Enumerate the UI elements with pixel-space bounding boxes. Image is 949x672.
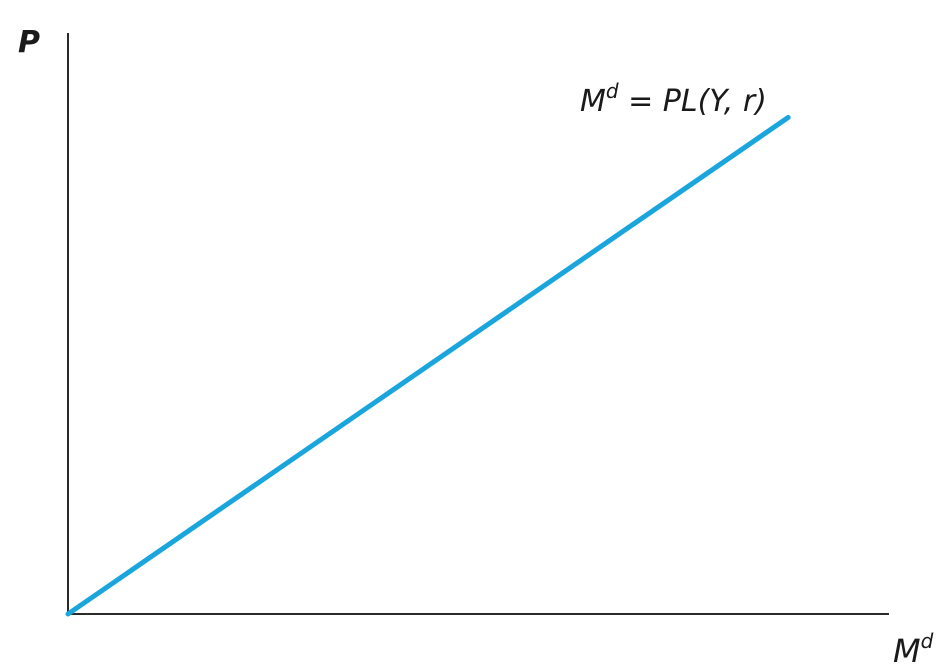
curve-label-superscript: d bbox=[606, 79, 619, 103]
money-demand-line-label: Md = PL(Y, r) bbox=[580, 79, 767, 119]
x-axis-label-main: M bbox=[893, 632, 921, 670]
curve-label-lhs: M bbox=[580, 84, 606, 119]
curve-label-rhs: = PL(Y, r) bbox=[619, 84, 767, 119]
y-axis-label: P bbox=[18, 25, 40, 60]
x-axis-label: Md bbox=[893, 629, 934, 670]
money-demand-line bbox=[65, 114, 791, 617]
x-axis-label-superscript: d bbox=[921, 629, 934, 653]
